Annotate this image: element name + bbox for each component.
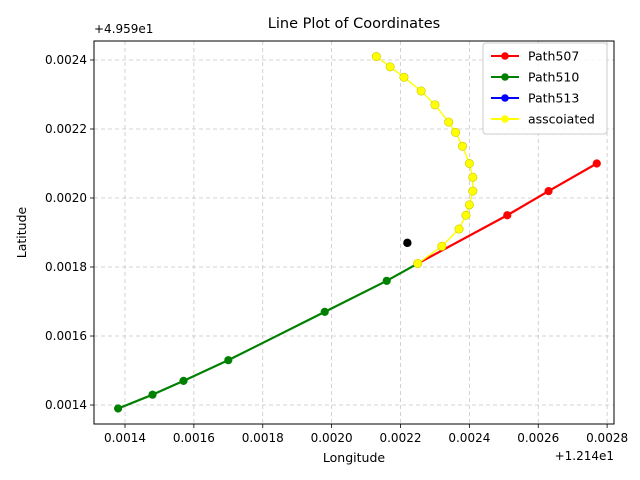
legend-marker-asscoiated — [501, 115, 509, 123]
x-axis-label: Longitude — [323, 450, 385, 465]
data-point-asscoiated — [454, 224, 464, 234]
data-point-path510 — [179, 376, 188, 385]
data-point-path507 — [592, 159, 601, 168]
y-tick-label: 0.0022 — [45, 122, 87, 136]
data-point-path510 — [382, 276, 391, 285]
plot-frame — [93, 40, 615, 425]
data-point-path507 — [544, 186, 553, 196]
y-axis-label: Latitude — [14, 206, 29, 258]
x-tick-label: 0.0022 — [379, 431, 421, 445]
chart-title: Line Plot of Coordinates — [268, 16, 440, 32]
legend-label-path510: Path510 — [528, 70, 579, 85]
data-point-asscoiated — [430, 100, 440, 110]
legend-marker-path507 — [501, 52, 509, 60]
x-tick-label: 0.0024 — [448, 431, 490, 445]
data-point-asscoiated — [464, 200, 474, 210]
x-tick-label: 0.0020 — [311, 431, 353, 445]
x-tick-label: 0.0026 — [517, 431, 559, 445]
y-axis-offset-label: +4.959e1 — [94, 22, 153, 36]
y-tick-label: 0.0014 — [45, 398, 87, 412]
x-tick-label: 0.0014 — [104, 431, 146, 445]
grid-layer — [94, 41, 614, 424]
data-point-asscoiated — [468, 186, 478, 196]
y-tick-label: 0.0018 — [45, 260, 87, 274]
x-tick-label: 0.0018 — [242, 431, 284, 445]
legend-box — [482, 42, 608, 135]
y-tick-label: 0.0020 — [45, 191, 87, 205]
extra-data-point — [403, 238, 412, 248]
tick-layer: 0.0014 0.0016 0.0018 0.0020 0.0022 0.0024 0.00… — [45, 53, 628, 445]
data-point-path507 — [503, 211, 512, 220]
data-point-asscoiated — [385, 62, 395, 72]
data-point-asscoiated — [399, 72, 409, 82]
data-point-asscoiated — [444, 117, 454, 127]
legend: Path507 Path510 Path513 asscoiated — [482, 42, 608, 135]
series-line-asscoiated — [375, 55, 474, 265]
data-point-asscoiated — [461, 210, 471, 220]
data-point-asscoiated — [437, 241, 447, 251]
data-point-path510 — [320, 307, 329, 316]
data-point-asscoiated — [416, 86, 426, 96]
y-tick-label: 0.0016 — [45, 329, 87, 343]
data-point-asscoiated — [457, 141, 467, 151]
legend-label-asscoiated: asscoiated — [528, 112, 595, 127]
data-point-asscoiated — [371, 52, 381, 62]
x-tick-label: 0.0016 — [173, 431, 215, 445]
legend-label-path513: Path513 — [528, 91, 579, 106]
x-axis-offset-label: +1.214e1 — [555, 449, 614, 463]
legend-label-path507: Path507 — [528, 49, 579, 64]
data-point-path510 — [148, 390, 157, 399]
series-layer — [114, 52, 601, 413]
data-point-asscoiated — [464, 158, 474, 168]
data-point-asscoiated — [413, 259, 423, 269]
data-point-asscoiated — [451, 127, 461, 137]
data-point-asscoiated — [468, 172, 478, 182]
y-tick-label: 0.0024 — [45, 53, 87, 67]
data-point-path510 — [114, 404, 123, 413]
legend-marker-path510 — [501, 73, 509, 81]
data-point-path510 — [224, 356, 233, 365]
legend-marker-path513 — [501, 94, 509, 102]
series-line-path507 — [417, 162, 598, 265]
x-tick-label: 0.0028 — [586, 431, 628, 445]
